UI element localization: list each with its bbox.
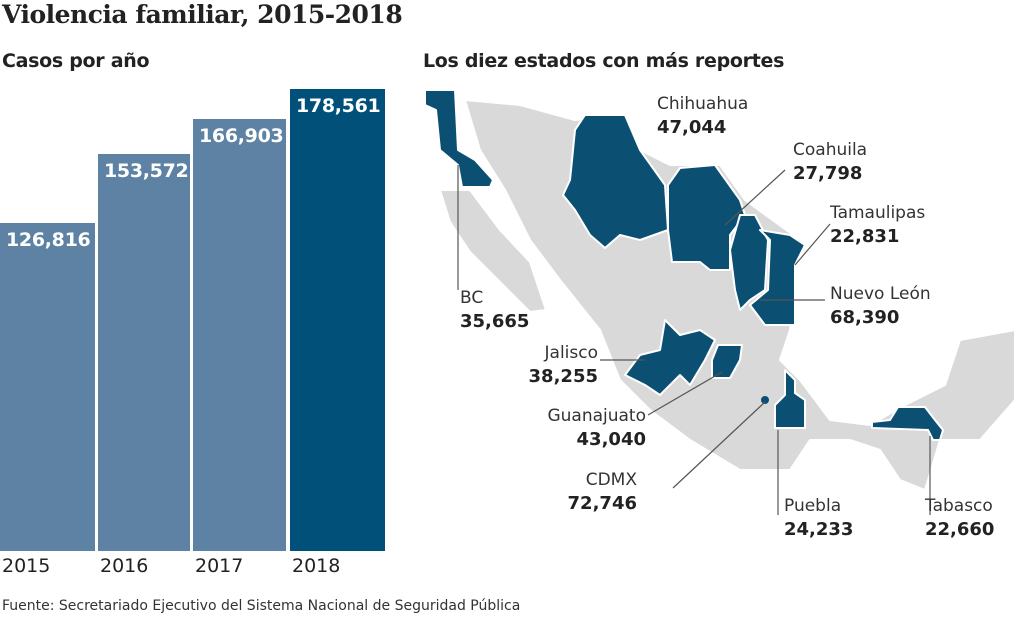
state-value-label: 27,798	[793, 163, 863, 184]
state-name-label: Tabasco	[925, 496, 993, 516]
bar-value-label: 126,816	[6, 228, 91, 251]
bar-value-label: 178,561	[296, 95, 381, 117]
state-value-label: 72,746	[567, 493, 637, 514]
state-name-label: Tamaulipas	[830, 203, 926, 223]
state-name-label: Puebla	[784, 496, 842, 516]
state-bc	[424, 89, 494, 188]
map-title: Los diez estados con más reportes	[423, 50, 785, 72]
state-value-label: 35,665	[460, 311, 530, 332]
leader-cdmx	[672, 401, 766, 489]
state-puebla	[774, 369, 806, 429]
state-guanajuato	[711, 344, 743, 379]
state-jalisco	[624, 319, 716, 396]
leader-tamaulipas	[794, 223, 831, 266]
state-name-label: Guanajuato	[547, 406, 646, 426]
state-cdmx	[761, 396, 769, 404]
state-value-label: 22,660	[925, 519, 995, 540]
state-tamaulipas	[749, 229, 806, 326]
state-value-label: 43,040	[576, 429, 646, 450]
state-chihuahua	[562, 114, 669, 249]
bar-2015: 126,816	[0, 222, 95, 551]
x-tick-label: 2017	[195, 555, 244, 577]
state-value-label: 22,831	[830, 226, 900, 247]
state-value-label: 47,044	[657, 117, 727, 138]
leader-guanajuato	[647, 371, 723, 416]
state-value-label: 68,390	[830, 307, 900, 328]
map-land-bcs	[439, 189, 547, 313]
source-note: Fuente: Secretariado Ejecutivo del Siste…	[2, 598, 521, 614]
state-coahuila	[667, 164, 746, 271]
state-name-label: Coahuila	[793, 140, 868, 160]
leader-coahuila	[724, 169, 786, 226]
state-name-label: Chihuahua	[657, 94, 749, 114]
chart-title: Violencia familiar, 2015-2018	[2, 0, 403, 29]
bar-value-label: 166,903	[199, 125, 284, 148]
state-name-label: Nuevo León	[830, 284, 931, 304]
bar-2016: 153,572	[98, 153, 190, 551]
state-nuevo-leon	[729, 214, 769, 311]
bar-2018: 178,561	[290, 89, 385, 551]
bar-2017: 166,903	[193, 119, 286, 551]
x-tick-label: 2016	[100, 555, 149, 577]
state-name-label: BC	[460, 288, 484, 308]
state-name-label: Jalisco	[544, 343, 598, 363]
x-tick-label: 2015	[2, 555, 51, 577]
state-value-label: 24,233	[784, 519, 854, 540]
x-tick-label: 2018	[292, 555, 341, 577]
bar-value-label: 153,572	[104, 159, 189, 182]
state-tabasco	[871, 406, 944, 441]
state-name-label: CDMX	[585, 470, 637, 490]
bar-chart-title: Casos por año	[2, 50, 150, 72]
state-value-label: 38,255	[528, 366, 598, 387]
